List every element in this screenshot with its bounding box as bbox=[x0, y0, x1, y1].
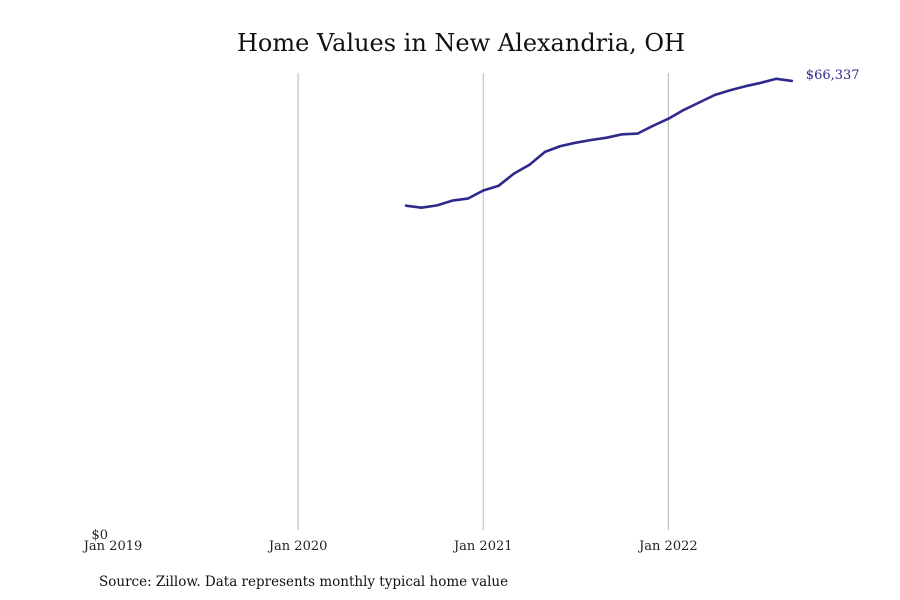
x-tick-label: Jan 2022 bbox=[637, 539, 698, 554]
data-point bbox=[713, 93, 716, 97]
data-point bbox=[435, 204, 439, 207]
end-value-label: $66,337 bbox=[806, 68, 860, 83]
data-point bbox=[590, 138, 593, 142]
data-point bbox=[404, 204, 408, 207]
data-point bbox=[559, 144, 562, 148]
data-point bbox=[698, 101, 701, 104]
source-note: Source: Zillow. Data represents monthly … bbox=[99, 574, 508, 590]
data-point bbox=[759, 81, 763, 85]
data-point bbox=[543, 150, 547, 154]
data-point bbox=[482, 189, 485, 192]
series-line bbox=[404, 77, 794, 209]
series-layer: $66,337 bbox=[404, 68, 860, 209]
data-point bbox=[636, 132, 639, 135]
data-point bbox=[497, 184, 500, 187]
data-point bbox=[574, 141, 577, 144]
data-point bbox=[605, 136, 608, 139]
x-tick-label: Jan 2020 bbox=[267, 539, 328, 554]
data-point bbox=[620, 133, 624, 136]
data-point bbox=[728, 89, 732, 92]
data-point bbox=[667, 117, 670, 120]
data-point bbox=[512, 172, 516, 175]
data-point bbox=[790, 79, 793, 83]
x-tick-label: Jan 2019 bbox=[82, 539, 143, 554]
x-tick-label: Jan 2021 bbox=[452, 539, 513, 554]
chart-title: Home Values in New Alexandria, OH bbox=[237, 29, 685, 57]
data-point bbox=[682, 108, 685, 112]
x-axis-tick-labels: Jan 2019 Jan 2020 Jan 2021 Jan 2022 bbox=[82, 539, 698, 554]
data-point bbox=[420, 206, 423, 209]
data-point bbox=[775, 77, 778, 81]
data-point bbox=[451, 199, 454, 202]
y-axis-tick-labels: $0 bbox=[91, 528, 108, 543]
vertical-gridlines bbox=[297, 73, 669, 530]
data-point bbox=[651, 124, 655, 128]
y-tick-label: $0 bbox=[91, 528, 108, 543]
data-point bbox=[528, 163, 531, 166]
data-point bbox=[744, 85, 747, 88]
data-point bbox=[466, 197, 469, 200]
